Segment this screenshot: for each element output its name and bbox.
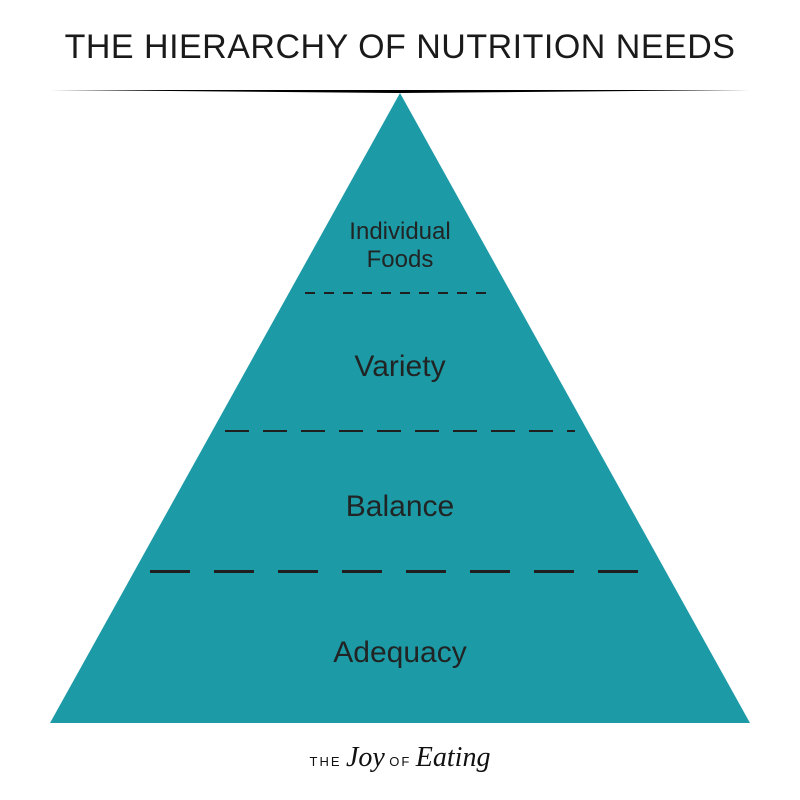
footer-brand: THE Joy OF Eating xyxy=(0,742,800,774)
footer-of: OF xyxy=(389,754,411,769)
pyramid-divider-2 xyxy=(225,430,575,432)
pyramid-divider-3 xyxy=(150,570,650,573)
pyramid-level-1: IndividualFoods xyxy=(0,218,800,273)
pyramid-level-3: Balance xyxy=(0,490,800,525)
pyramid-divider-1 xyxy=(305,292,495,294)
page-title: THE HIERARCHY OF NUTRITION NEEDS xyxy=(0,28,800,67)
pyramid-level-2: Variety xyxy=(0,350,800,385)
footer-eating: Eating xyxy=(416,742,491,773)
footer-joy: Joy xyxy=(346,742,385,773)
pyramid-level-4: Adequacy xyxy=(0,636,800,671)
footer-the: THE xyxy=(310,754,342,769)
pyramid-shape xyxy=(50,90,750,723)
pyramid-container xyxy=(50,90,750,723)
